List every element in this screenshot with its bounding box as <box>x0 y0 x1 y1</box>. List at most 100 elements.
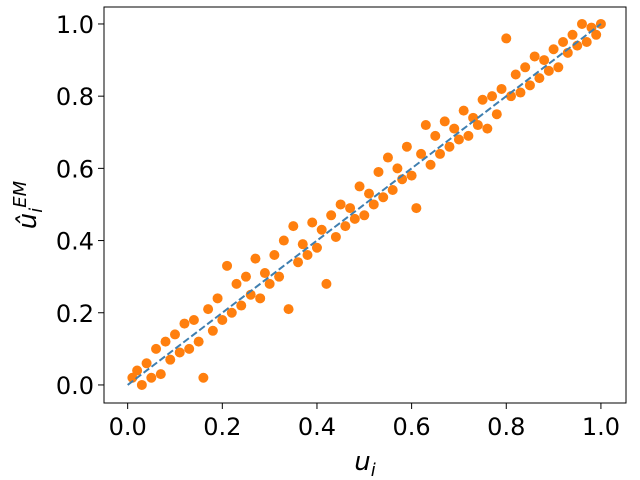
point <box>250 253 261 264</box>
y-tick-label: 0.6 <box>56 155 94 183</box>
point <box>401 141 412 152</box>
point <box>529 51 540 62</box>
point <box>155 369 166 380</box>
x-tick-label: 0.6 <box>393 413 431 441</box>
point <box>226 307 237 318</box>
point <box>520 62 531 73</box>
point <box>198 372 209 383</box>
point <box>236 300 247 311</box>
point <box>539 55 550 66</box>
x-tick-label: 0.8 <box>487 413 525 441</box>
point <box>151 343 162 354</box>
point <box>487 91 498 102</box>
point <box>558 37 569 48</box>
point <box>453 134 464 145</box>
point <box>274 271 285 282</box>
point <box>316 224 327 235</box>
point <box>368 199 379 210</box>
point <box>297 239 308 250</box>
point <box>444 141 455 152</box>
y-tick-label: 0.2 <box>56 300 94 328</box>
point <box>207 325 218 336</box>
point <box>212 293 223 304</box>
point <box>534 73 545 84</box>
point <box>259 268 270 279</box>
plot-frame <box>103 6 627 404</box>
point <box>349 213 360 224</box>
point <box>127 372 138 383</box>
point <box>146 372 157 383</box>
point <box>240 271 251 282</box>
point <box>515 87 526 98</box>
point <box>193 336 204 347</box>
point <box>364 188 375 199</box>
point <box>482 123 493 134</box>
point <box>373 166 384 177</box>
point <box>505 91 516 102</box>
point <box>293 257 304 268</box>
y-tick-label: 0.0 <box>56 372 94 400</box>
point <box>222 260 233 271</box>
point <box>354 181 365 192</box>
y-tick-label: 0.4 <box>56 228 94 256</box>
y-tick-label: 0.8 <box>56 83 94 111</box>
point <box>345 203 356 214</box>
point <box>411 203 422 214</box>
point <box>188 314 199 325</box>
point <box>449 123 460 134</box>
point <box>269 249 280 260</box>
point <box>392 163 403 174</box>
point <box>283 304 294 315</box>
y-axis-label: ûiEM <box>10 180 47 229</box>
point <box>169 329 180 340</box>
point <box>132 365 143 376</box>
point <box>231 278 242 289</box>
x-tick-label: 0.2 <box>203 413 241 441</box>
point <box>510 69 521 80</box>
point <box>288 221 299 232</box>
x-tick-label: 0.0 <box>109 413 147 441</box>
point <box>548 44 559 55</box>
point <box>174 347 185 358</box>
y-tick-label: 1.0 <box>56 11 94 39</box>
point <box>255 293 266 304</box>
point <box>165 354 176 365</box>
reference-line <box>127 23 602 386</box>
point <box>141 358 152 369</box>
point <box>439 116 450 127</box>
point <box>382 152 393 163</box>
point <box>496 83 507 94</box>
point <box>553 62 564 73</box>
point <box>184 343 195 354</box>
point <box>359 210 370 221</box>
point <box>302 249 313 260</box>
point <box>524 80 535 91</box>
point <box>458 105 469 116</box>
point <box>472 120 483 131</box>
point <box>416 148 427 159</box>
point <box>217 314 228 325</box>
x-axis-label: ui <box>354 447 376 480</box>
point <box>581 37 592 48</box>
point <box>491 109 502 120</box>
point <box>311 242 322 253</box>
point <box>264 278 275 289</box>
point <box>136 379 147 390</box>
point <box>420 120 431 131</box>
point <box>335 199 346 210</box>
point <box>435 148 446 159</box>
point <box>430 130 441 141</box>
point <box>387 185 398 196</box>
point <box>567 29 578 40</box>
x-tick-label: 0.4 <box>298 413 336 441</box>
point <box>543 65 554 76</box>
point <box>326 210 337 221</box>
point <box>179 318 190 329</box>
point <box>378 192 389 203</box>
point <box>591 29 602 40</box>
point <box>406 170 417 181</box>
x-tick-label: 1.0 <box>582 413 620 441</box>
point <box>160 336 171 347</box>
